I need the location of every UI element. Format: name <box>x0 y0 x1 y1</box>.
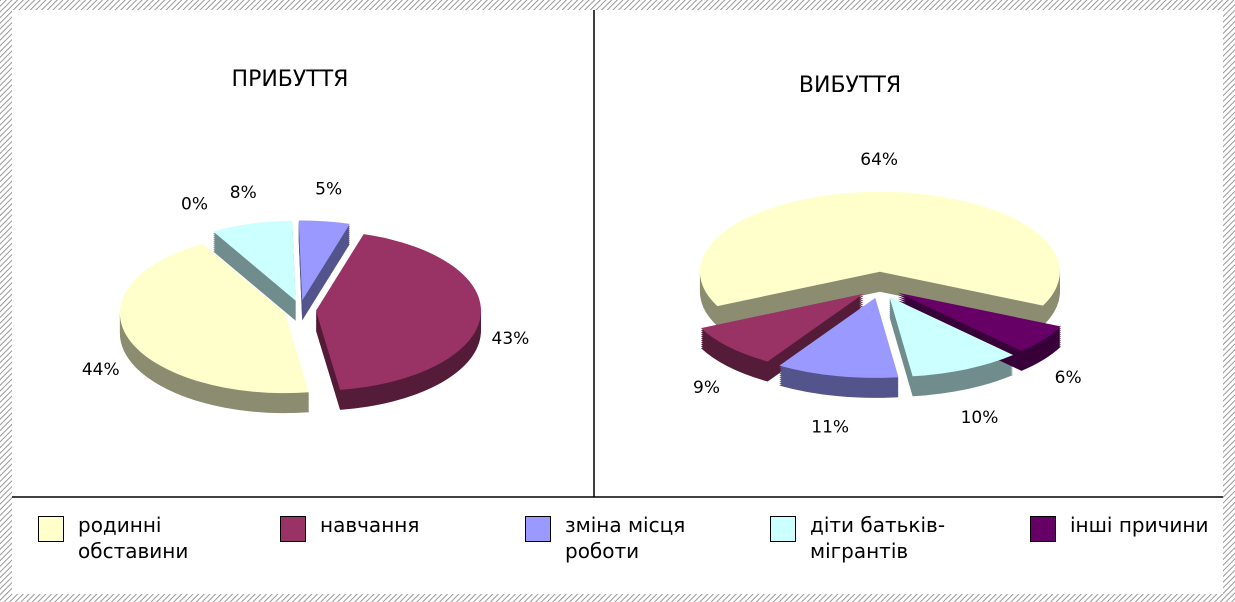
legend-swatch <box>770 516 796 542</box>
slice-side <box>209 238 292 308</box>
chart-title: ВИБУТТЯ <box>799 73 901 98</box>
legend-item: родинні обставини <box>38 512 228 564</box>
data-label: 6% <box>1055 368 1082 388</box>
data-label: 0% <box>181 195 208 215</box>
slice-side <box>209 248 292 318</box>
data-label: 8% <box>230 183 257 203</box>
legend-swatch <box>280 516 306 542</box>
slice <box>779 297 899 378</box>
legend-label: інші причини <box>1070 513 1209 537</box>
slice-side <box>209 234 292 304</box>
slice <box>889 296 1014 377</box>
slice <box>699 191 1060 307</box>
data-label: 10% <box>961 408 999 428</box>
data-label: 5% <box>315 180 342 200</box>
legend-item: діти батьків-мігрантів <box>770 512 960 564</box>
legend-label: зміна місця роботи <box>565 513 686 563</box>
slice <box>315 234 481 390</box>
legend-item: навчання <box>280 512 470 542</box>
slice-side <box>209 246 292 316</box>
legend-label: навчання <box>320 513 420 537</box>
legend-label: діти батьків-мігрантів <box>810 513 946 563</box>
slice <box>897 292 1061 351</box>
slice <box>209 232 292 302</box>
chart-title: ПРИБУТТЯ <box>232 67 349 92</box>
slice-side <box>209 236 292 306</box>
slice-side <box>209 244 292 314</box>
data-label: 43% <box>492 329 530 349</box>
data-label: 9% <box>693 378 720 398</box>
legend-label: родинні обставини <box>78 513 189 563</box>
slice <box>119 243 309 394</box>
data-label: 64% <box>860 150 898 170</box>
legend-swatch <box>38 516 64 542</box>
data-label: 11% <box>811 417 849 437</box>
data-label: 44% <box>82 360 120 380</box>
legend-item: інші причини <box>1030 512 1235 542</box>
legend-item: зміна місця роботи <box>525 512 715 564</box>
legend-swatch <box>525 516 551 542</box>
slice <box>298 220 350 301</box>
slice <box>213 220 296 301</box>
slice-side <box>209 242 292 312</box>
slice <box>700 293 864 362</box>
slice-side <box>209 240 292 310</box>
legend-swatch <box>1030 516 1056 542</box>
